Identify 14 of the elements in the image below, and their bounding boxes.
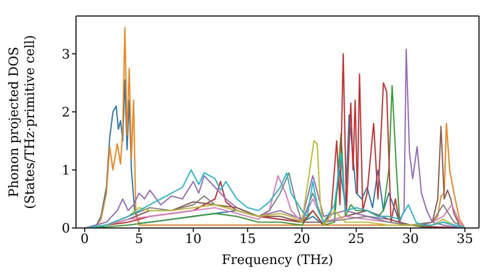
x-tick-label: 35 [456,232,474,248]
x-axis-title: Frequency (THz) [222,253,334,268]
y-axis-title: Phonon projected DOS (States/THz·primitive cell) [7,34,38,210]
x-tick-label: 15 [239,232,256,248]
x-tick-label: 5 [134,232,144,248]
x-tick-label: 25 [348,232,365,248]
x-tick-label: 30 [402,232,419,248]
x-tick-label: 0 [80,232,89,248]
y-tick-label: 3 [62,47,70,62]
y-tick-label: 0 [62,222,70,237]
x-tick-label: 10 [185,232,202,248]
y-tick-label: 2 [62,105,70,120]
y-tick-label: 1 [62,164,70,179]
x-tick-label: 20 [294,232,310,248]
